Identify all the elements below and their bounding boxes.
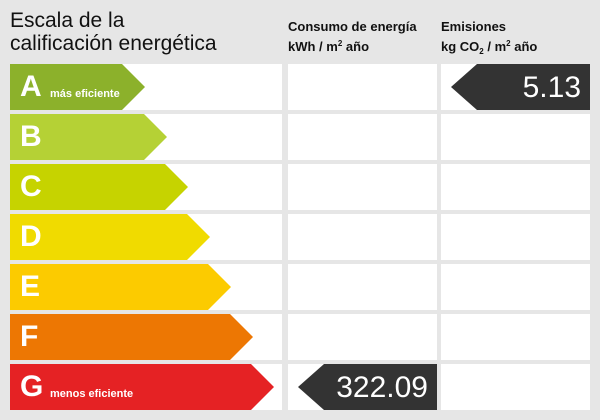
rating-row-d: D (0, 214, 600, 262)
emisiones-cell (441, 364, 590, 410)
emisiones-unit-pre: kg CO (441, 39, 480, 54)
rating-letter: G (20, 370, 44, 403)
consumo-cell (288, 64, 437, 110)
page-title: Escala de la calificación energética (10, 9, 280, 55)
scale-cell: E (10, 264, 282, 310)
consumo-header-unit: kWh / m2 año (288, 35, 438, 55)
rating-row-b: B (0, 114, 600, 162)
emisiones-result-indicator: 5.13 (451, 64, 590, 110)
consumo-value: 322.09 (336, 371, 428, 404)
emisiones-cell: 5.13 (441, 64, 590, 110)
emisiones-cell (441, 264, 590, 310)
emisiones-cell (441, 164, 590, 210)
emisiones-cell (441, 214, 590, 260)
rating-arrow-c: C (10, 164, 188, 210)
consumo-unit-post: año (342, 39, 370, 54)
emisiones-cell (441, 314, 590, 360)
rating-letter: A (20, 70, 42, 103)
emisiones-header-label: Emisiones (441, 19, 507, 34)
consumo-unit-pre: kWh / m (288, 39, 338, 54)
emisiones-unit-sub: 2 (479, 47, 484, 56)
consumo-cell: 322.09 (288, 364, 437, 410)
consumo-cell (288, 264, 437, 310)
emisiones-value: 5.13 (522, 71, 581, 104)
rating-arrow-e: E (10, 264, 231, 310)
consumo-cell (288, 164, 437, 210)
rating-letter: E (20, 270, 41, 303)
consumo-column-header: Consumo de energía kWh / m2 año (288, 18, 438, 55)
title-line-1: Escala de la (10, 9, 125, 32)
rating-arrow-f: F (10, 314, 253, 360)
rating-letter: B (20, 120, 42, 153)
consumo-cell (288, 314, 437, 360)
consumo-result-indicator: 322.09 (298, 364, 437, 410)
scale-cell: C (10, 164, 282, 210)
consumo-cell (288, 214, 437, 260)
consumo-header-label: Consumo de energía (288, 19, 417, 34)
rating-row-e: E (0, 264, 600, 312)
emisiones-unit-post: año (510, 39, 538, 54)
emisiones-column-header: Emisiones kg CO2 / m2 año (441, 18, 591, 60)
consumo-cell (288, 114, 437, 160)
emisiones-header-unit: kg CO2 / m2 año (441, 35, 591, 60)
rating-arrow-d: D (10, 214, 210, 260)
emisiones-unit-mid: / m (483, 39, 507, 54)
scale-cell: D (10, 214, 282, 260)
rating-row-f: F (0, 314, 600, 362)
rating-letter: C (20, 170, 42, 203)
rating-description: más eficiente (50, 88, 120, 100)
rating-description: menos eficiente (50, 388, 134, 400)
rating-letter: F (20, 320, 39, 353)
rating-row-c: C (0, 164, 600, 212)
rating-arrow-b: B (10, 114, 167, 160)
emisiones-cell (441, 114, 590, 160)
scale-cell: B (10, 114, 282, 160)
rating-letter: D (20, 220, 42, 253)
scale-cell: F (10, 314, 282, 360)
emisiones-unit-sup: 2 (506, 39, 511, 48)
title-line-2: calificación energética (10, 32, 217, 55)
consumo-unit-sup: 2 (337, 39, 343, 48)
